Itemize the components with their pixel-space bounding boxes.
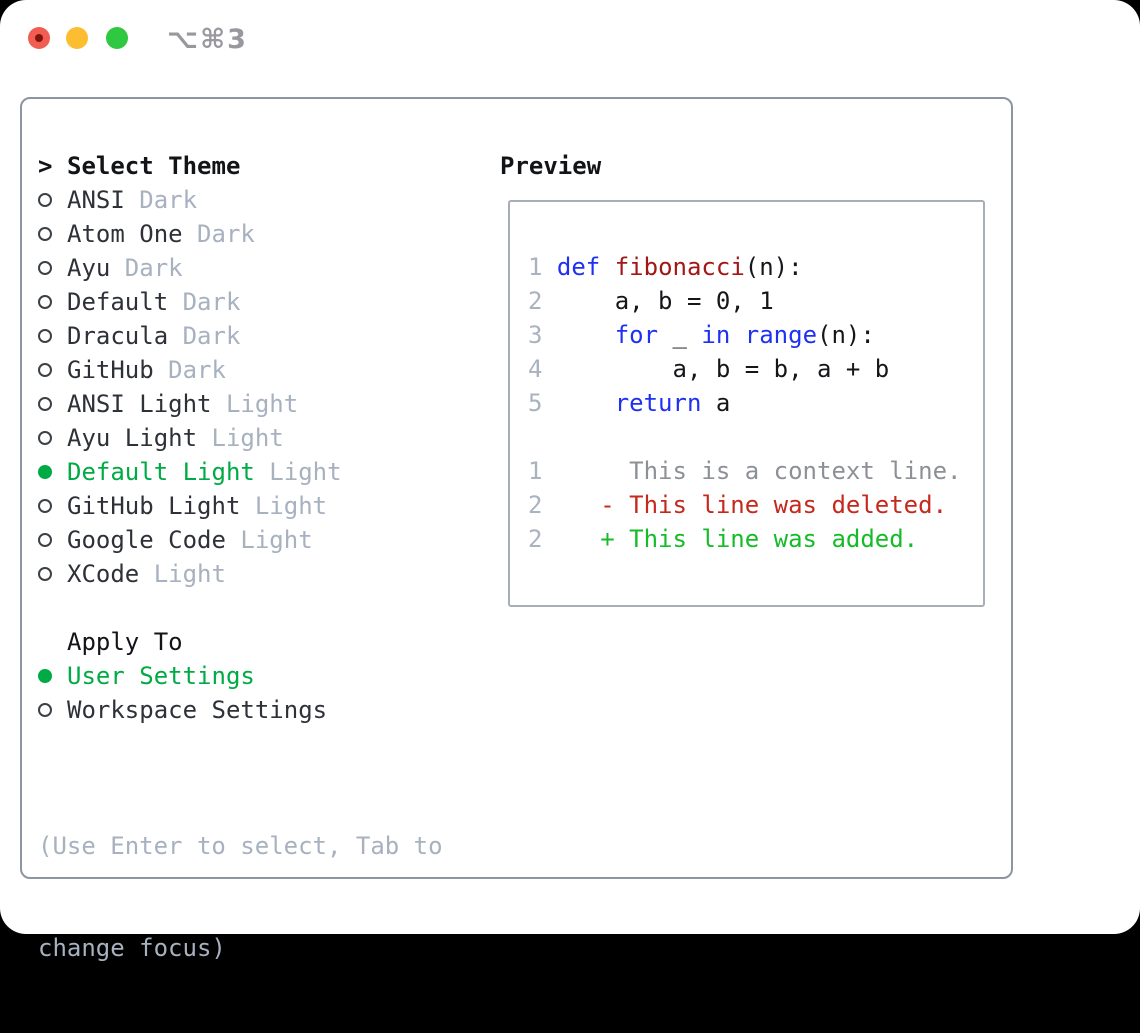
apply-option-label: User Settings (67, 662, 255, 690)
theme-variant-tag: Dark (168, 288, 241, 316)
theme-option-ayu-light[interactable]: Ayu Light Light (38, 421, 488, 455)
code-preview: 1 def fibonacci(n): 2 a, b = 0, 1 3 for _ … (528, 250, 983, 556)
theme-variant-tag: Dark (182, 220, 255, 248)
hint-line-1: (Use Enter to select, Tab to (38, 832, 443, 860)
line-number: 3 (528, 321, 543, 349)
preview-line: 3 for _ in range(n): (528, 321, 875, 349)
spacer (38, 727, 488, 761)
line-number: 2 (528, 491, 543, 519)
preview-line: 2 - This line was deleted. (528, 491, 948, 519)
preview-line: 1 def fibonacci(n): (528, 253, 803, 281)
theme-picker-panel: > Select Theme ANSI Dark Atom One Dark Ayu… (20, 97, 1013, 962)
theme-option-github[interactable]: GitHub Dark (38, 353, 488, 387)
titlebar: ⌥⌘3 (0, 0, 1140, 76)
apply-to-header: Apply To (38, 625, 488, 659)
line-number: 1 (528, 457, 543, 485)
keyboard-shortcut-label: ⌥⌘3 (167, 24, 248, 55)
apply-options-list: User Settings Workspace Settings (38, 659, 488, 727)
preview-line: 2 + This line was added. (528, 525, 919, 553)
radio-icon (38, 567, 52, 581)
preview-pane: 1 def fibonacci(n): 2 a, b = 0, 1 3 for _ … (508, 200, 985, 607)
theme-option-label: GitHub Light (67, 492, 241, 520)
radio-icon (38, 397, 52, 411)
theme-variant-tag: Light (197, 424, 284, 452)
theme-option-label: Dracula (67, 322, 169, 350)
theme-variant-tag: Dark (110, 254, 183, 282)
line-number: 4 (528, 355, 543, 383)
theme-option-ansi-light[interactable]: ANSI Light Light (38, 387, 488, 421)
radio-icon (38, 703, 52, 717)
radio-icon (38, 363, 52, 377)
theme-option-default-light[interactable]: Default Light Light (38, 455, 488, 489)
radio-icon (38, 193, 52, 207)
theme-variant-tag: Light (139, 560, 226, 588)
radio-icon (38, 329, 52, 343)
prompt-caret-icon: > (38, 152, 53, 180)
radio-icon (38, 499, 52, 513)
theme-variant-tag: Dark (124, 186, 198, 214)
theme-option-label: ANSI (67, 186, 125, 214)
radio-icon (38, 431, 52, 445)
theme-option-google-code[interactable]: Google Code Light (38, 523, 488, 557)
hint-line-2: change focus) (38, 934, 226, 962)
apply-option-label: Workspace Settings (67, 696, 328, 724)
line-number: 5 (528, 389, 543, 417)
theme-variant-tag: Dark (168, 322, 241, 350)
theme-variant-tag: Light (254, 458, 342, 486)
theme-option-label: Atom One (67, 220, 183, 248)
theme-option-label: Ayu Light (67, 424, 198, 452)
theme-variant-tag: Light (211, 390, 299, 418)
line-number: 1 (528, 253, 543, 281)
apply-option-workspace-settings[interactable]: Workspace Settings (38, 693, 488, 727)
theme-option-label: ANSI Light (67, 390, 212, 418)
spacer (38, 591, 488, 625)
theme-variant-tag: Light (225, 526, 313, 554)
close-button[interactable] (28, 27, 50, 49)
theme-variant-tag: Dark (153, 356, 226, 384)
preview-line: 1 This is a context line. (528, 457, 962, 485)
theme-option-default[interactable]: Default Dark (38, 285, 488, 319)
unsaved-dot-icon (35, 34, 43, 42)
theme-option-label: Default (67, 288, 169, 316)
line-number: 2 (528, 287, 543, 315)
radio-selected-icon (38, 669, 52, 683)
theme-option-dracula[interactable]: Dracula Dark (38, 319, 488, 353)
theme-option-atom-one[interactable]: Atom One Dark (38, 217, 488, 251)
preview-line (528, 420, 983, 454)
theme-option-ayu[interactable]: Ayu Dark (38, 251, 488, 285)
theme-option-github-light[interactable]: GitHub Light Light (38, 489, 488, 523)
select-theme-header: > Select Theme (38, 149, 488, 183)
theme-option-label: Default Light (67, 458, 255, 486)
hint-text: (Use Enter to select, Tab to change focu… (38, 761, 488, 1033)
theme-variant-tag: Light (240, 492, 328, 520)
zoom-button[interactable] (106, 27, 128, 49)
apply-to-title: Apply To (67, 628, 183, 656)
theme-option-label: GitHub (67, 356, 154, 384)
theme-option-xcode[interactable]: XCode Light (38, 557, 488, 591)
select-theme-title: Select Theme (67, 152, 241, 180)
radio-icon (38, 295, 52, 309)
radio-selected-icon (38, 465, 52, 479)
radio-icon (38, 533, 52, 547)
theme-options-list: ANSI Dark Atom One Dark Ayu Dark Default Da… (38, 183, 488, 591)
radio-icon (38, 227, 52, 241)
preview-line: 5 return a (528, 389, 731, 417)
preview-title: Preview (500, 152, 602, 180)
theme-option-label: Ayu (67, 254, 111, 282)
theme-option-ansi[interactable]: ANSI Dark (38, 183, 488, 217)
theme-list-column: > Select Theme ANSI Dark Atom One Dark Ayu… (38, 149, 488, 1033)
theme-option-label: XCode (67, 560, 140, 588)
radio-icon (38, 261, 52, 275)
line-number: 2 (528, 525, 543, 553)
preview-line: 2 a, b = 0, 1 (528, 287, 774, 315)
apply-option-user-settings[interactable]: User Settings (38, 659, 488, 693)
theme-option-label: Google Code (67, 526, 226, 554)
preview-line: 4 a, b = b, a + b (528, 355, 890, 383)
minimize-button[interactable] (66, 27, 88, 49)
app-window: ⌥⌘3 > Select Theme ANSI Dark Atom One Dar… (0, 0, 1140, 962)
